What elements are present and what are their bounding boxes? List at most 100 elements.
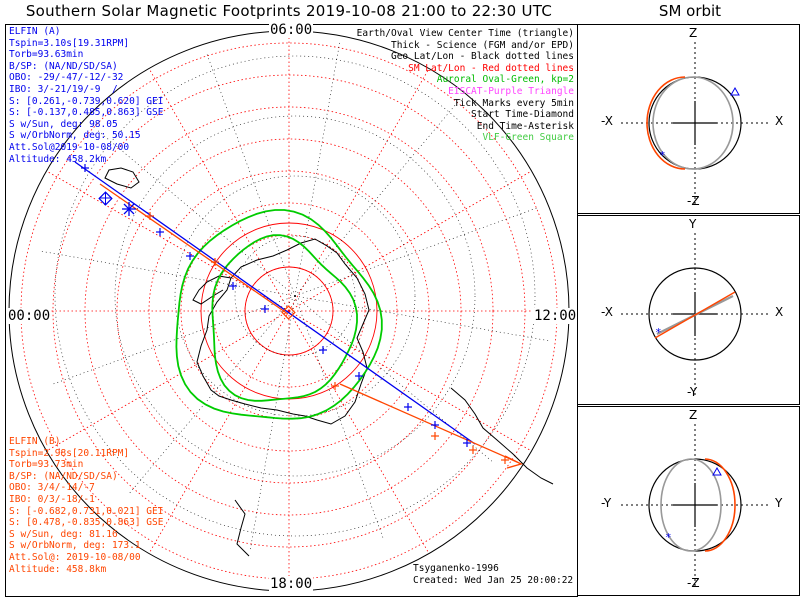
elfin-a-asterisk: *	[655, 326, 662, 339]
orbit-panel-yz-svg: *	[577, 406, 800, 596]
auroral-oval	[175, 209, 383, 420]
axis-label-left: -X	[601, 305, 613, 319]
legend-entry: End Time-Asterisk	[476, 120, 574, 132]
orbit-panel-xy: * Y -Y -X X	[577, 215, 800, 405]
tick-mark	[319, 346, 327, 354]
geo-latitude-circle	[234, 235, 356, 357]
axis-label-top: Z	[689, 408, 698, 422]
legend-entry: VLF-Green Square	[482, 132, 574, 144]
elfin-b-info: ELFIN (B) Tspin=2.98s[20.11RPM] Torb=93.73…	[9, 436, 163, 575]
legend: Earth/Oval View Center Time (triangle) Th…	[357, 28, 574, 144]
auroral-oval-inner	[211, 234, 358, 402]
elfin-a-info-line: Tspin=3.10s[19.31RPM]	[9, 37, 130, 49]
tick-mark	[211, 258, 219, 266]
elfin-a-info-line: Altitude: 458.2km	[9, 153, 107, 165]
tick-mark	[156, 228, 164, 236]
elfin-b-track-south	[339, 383, 518, 463]
tick-mark	[355, 372, 363, 380]
legend-entry: Tick Marks every 5min	[453, 97, 574, 109]
elfin-a-orbit	[652, 76, 734, 170]
auroral-oval-outer	[175, 209, 383, 420]
elfin-a-info-line: OBO: -29/-47/-12/-32	[9, 72, 124, 84]
elfin-a-track	[74, 161, 476, 445]
start-diamond-marker	[98, 191, 113, 206]
elfin-b-info-line: Altitude: 458.8km	[9, 563, 107, 575]
antarctic-peninsula	[192, 275, 232, 305]
view-center-diamond	[281, 305, 296, 320]
elfin-b-info-line: B/SP: (NA/ND/SD/SA)	[9, 470, 118, 482]
geo-longitude-line	[294, 295, 552, 342]
tick-mark	[469, 446, 477, 454]
geo-longitude-line	[249, 295, 296, 553]
elfin-a-view-triangle	[730, 86, 740, 96]
orbit-panel-yz: * Z -Z -Y Y	[577, 406, 800, 596]
satellite-tracks	[74, 161, 523, 469]
axis-label-right: X	[775, 114, 784, 128]
elfin-a-info-line: Torb=93.63min	[9, 49, 84, 61]
legend-entry: EISCAT-Purple Triangle	[448, 85, 574, 97]
elfin-b-orbit	[646, 76, 686, 170]
elfin-b-info-line: Torb=93.73min	[9, 459, 84, 471]
sm-longitude-line	[148, 68, 290, 312]
elfin-b-orbit	[704, 458, 736, 552]
geo-longitude-line	[50, 295, 296, 386]
elfin-a-info: ELFIN (A) Tspin=3.10s[19.31RPM] Torb=93.63…	[9, 26, 163, 165]
geo-longitude-line	[38, 250, 296, 297]
elfin-b-track-north	[99, 183, 289, 315]
tick-mark	[229, 282, 237, 290]
earth-circle	[648, 267, 742, 361]
tick-mark	[431, 432, 439, 440]
legend-entry: Geo Lat/Lon - Black dotted lines	[390, 51, 574, 63]
elfin-a-info-line: S w/OrbNorm, deg: 50.15	[9, 130, 141, 142]
tick-mark	[431, 421, 439, 429]
credit-created: Created: Wed Jan 25 20:00:22 2023	[413, 575, 602, 586]
sm-longitude-line	[288, 68, 430, 312]
elfin-a-view-triangle	[712, 466, 722, 476]
hour-label-left: 00:00	[7, 308, 52, 324]
elfin-a-asterisk: *	[665, 531, 672, 544]
sm-longitude-line	[288, 170, 532, 312]
elfin-a-orbit	[660, 458, 722, 552]
orbit-panel-frame	[577, 24, 800, 214]
elfin-a-info-line: IBO: 3/-21/19/-9 /	[9, 83, 118, 95]
tick-mark	[146, 212, 154, 220]
tick-mark	[186, 252, 194, 260]
plot-title: Southern Solar Magnetic Footprints 2019-…	[25, 2, 553, 20]
end-asterisk-marker	[122, 202, 136, 216]
axis-label-bottom: -Y	[687, 385, 698, 399]
orbit-panel-xz: * Z -Z -X X	[577, 24, 800, 214]
hour-label-bottom: 18:00	[269, 576, 314, 592]
elfin-b-info-line: OBO: 3/4/-14/-7	[9, 482, 95, 494]
elfin-a-info-line: S: [0.261,-0.739,0.620] GEI	[9, 95, 164, 107]
footprint-map: ELFIN (A) Tspin=3.10s[19.31RPM] Torb=93.63…	[5, 22, 602, 597]
sm-orbit-panels: * Z -Z -X X * Y -Y -X X * Z -Z -Y Y	[577, 24, 800, 597]
geo-longitude-line	[294, 206, 540, 297]
legend-entry: Earth/Oval View Center Time (triangle)	[356, 28, 574, 39]
elfin-a-asterisk: *	[659, 149, 666, 162]
elfin-a-info-line: Att.Sol@2019-10-08/00	[9, 141, 130, 153]
hour-label-right: 12:00	[533, 308, 578, 324]
tick-mark	[331, 382, 339, 390]
hour-label-top: 06:00	[269, 22, 314, 38]
elfin-a-info-line: S: [-0.137,0.485,0.863] GSE	[9, 107, 164, 119]
elfin-b-info-line: S: [0.478,-0.835,0.863] GSE	[9, 517, 164, 529]
elfin-b-info-line: S w/OrbNorm, deg: 173.1	[9, 540, 141, 552]
sm-longitude-line	[288, 310, 532, 452]
elfin-b-info-line: ELFIN (B)	[9, 436, 61, 447]
south-america-tip	[104, 167, 140, 189]
axis-label-top: Z	[689, 26, 698, 40]
axis-label-right: X	[775, 305, 784, 319]
sm-longitude-line	[288, 310, 430, 554]
tick-mark	[404, 403, 412, 411]
geo-longitude-line	[95, 128, 296, 297]
geo-longitude-line	[294, 295, 495, 464]
legend-entry: Start Time-Diamond	[471, 109, 574, 121]
tick-mark	[81, 164, 89, 172]
legend-entry: Auroral Oval-Green, kp=2	[436, 74, 574, 86]
sm-longitude-line	[46, 170, 290, 312]
africa-coast	[234, 499, 250, 557]
credit-author: Tsyganenko-1996	[413, 563, 499, 574]
geo-longitude-line	[294, 39, 341, 297]
axis-label-bottom: -Z	[687, 194, 700, 208]
elfin-b-info-line: Att.Sol@: 2019-10-08/00	[9, 551, 141, 563]
